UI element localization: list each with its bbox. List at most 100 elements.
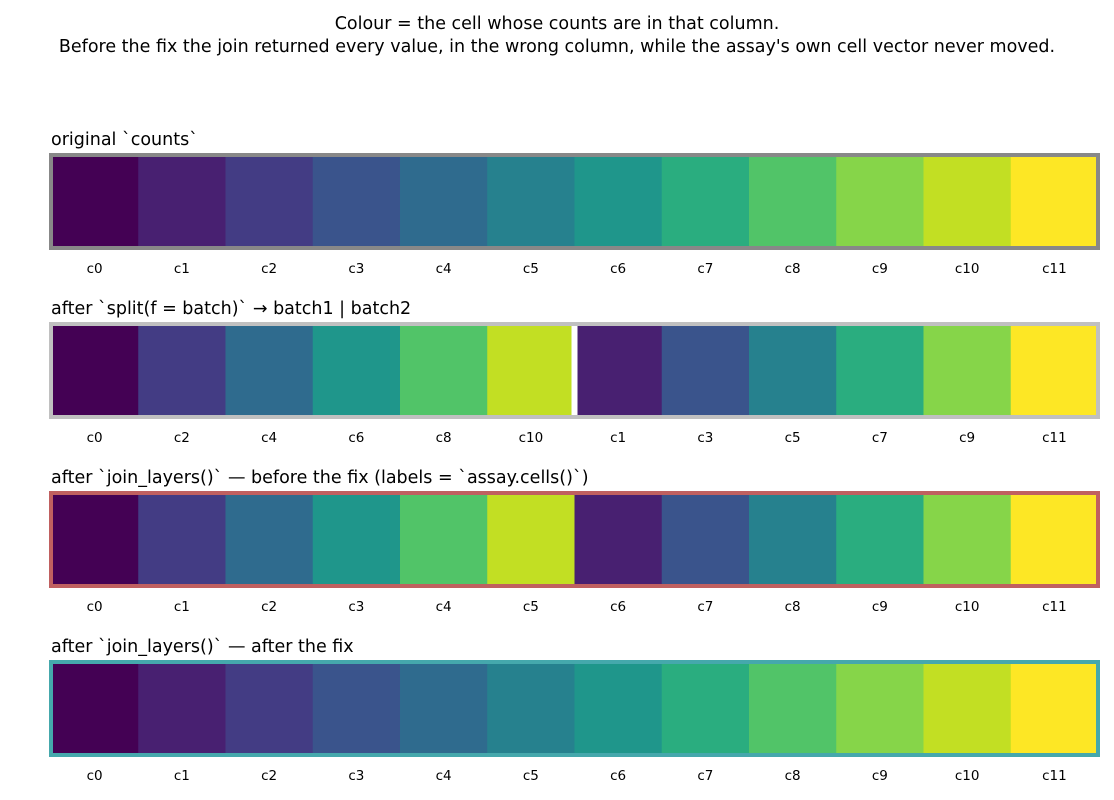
heatmap-strip [49, 322, 1100, 419]
x-tick-labels: c0 c2 c4 c6 c8 c10 c1 c3 c5 c7 c9 c11 [51, 429, 1098, 447]
x-tick-label: c10 [954, 768, 980, 784]
x-tick-label: c4 [435, 599, 452, 615]
panel-title: original `counts` [51, 130, 198, 150]
heatmap-cell-c7 [661, 662, 750, 755]
panel-title: after `join_layers()` — before the fix (… [51, 468, 589, 488]
heatmap-cell-c6 [312, 324, 401, 417]
x-tick-label: c5 [522, 768, 539, 784]
panel-border [49, 322, 1100, 419]
heatmap-cell-c8 [749, 155, 837, 248]
x-tick-label: c6 [348, 430, 365, 446]
x-tick-label: c6 [610, 261, 627, 277]
heatmap-cell-c3 [312, 155, 401, 248]
x-tick-label: c5 [784, 430, 801, 446]
heatmap-cell-c2 [225, 155, 314, 248]
heatmap-cell-c7 [836, 324, 925, 417]
heatmap-svg [49, 491, 1100, 588]
heatmap-cell-c4 [400, 155, 488, 248]
x-tick-label: c8 [784, 261, 801, 277]
heatmap-cell-c5 [749, 324, 837, 417]
heatmap-cell-c6 [574, 155, 663, 248]
heatmap-cell-c1 [574, 493, 663, 586]
heatmap-strip [49, 153, 1100, 250]
x-tick-label: c3 [348, 261, 365, 277]
x-tick-label: c7 [697, 261, 714, 277]
x-tick-labels: c0 c1 c2 c3 c4 c5 c6 c7 c8 c9 c10 c11 [51, 598, 1098, 616]
heatmap-cell-c2 [138, 324, 227, 417]
heatmap-cell-c11 [1010, 155, 1099, 248]
heatmap-strip [49, 491, 1100, 588]
x-tick-label: c2 [173, 430, 190, 446]
heatmap-cell-c3 [661, 493, 750, 586]
x-tick-label: c1 [173, 261, 190, 277]
x-tick-labels: c0 c1 c2 c3 c4 c5 c6 c7 c8 c9 c10 c11 [51, 767, 1098, 785]
x-tick-label: c1 [173, 599, 190, 615]
heatmap-cell-c3 [312, 662, 401, 755]
heatmap-cell-c8 [400, 324, 488, 417]
heatmap-cell-c9 [923, 324, 1012, 417]
panel-title: after `split(f = batch)` → batch1 | batc… [51, 299, 412, 319]
heatmap-cell-c4 [225, 324, 314, 417]
heatmap-cell-c2 [225, 662, 314, 755]
heatmap-cell-c5 [749, 493, 837, 586]
panel-border [49, 153, 1100, 250]
x-tick-label: c11 [1042, 430, 1067, 446]
x-tick-label: c2 [261, 768, 278, 784]
x-tick-labels: c0 c1 c2 c3 c4 c5 c6 c7 c8 c9 c10 c11 [51, 260, 1098, 278]
heatmap-cell-c4 [225, 493, 314, 586]
x-tick-label: c11 [1042, 768, 1067, 784]
x-tick-label: c5 [522, 599, 539, 615]
heatmap-cell-c9 [836, 155, 925, 248]
heatmap-cell-c1 [138, 662, 227, 755]
heatmap-cell-c6 [574, 662, 663, 755]
x-tick-label: c9 [871, 768, 888, 784]
heatmap-cell-c4 [400, 662, 488, 755]
x-tick-label: c6 [610, 599, 627, 615]
heatmap-cell-c0 [51, 662, 139, 755]
x-tick-label: c4 [435, 261, 452, 277]
x-tick-label: c0 [86, 261, 103, 277]
x-tick-label: c3 [697, 430, 714, 446]
x-tick-label: c11 [1042, 261, 1067, 277]
x-tick-label: c10 [518, 430, 544, 446]
x-tick-label: c11 [1042, 599, 1067, 615]
panel-title: after `join_layers()` — after the fix [51, 637, 354, 657]
x-tick-label: c0 [86, 768, 103, 784]
x-tick-label: c9 [871, 599, 888, 615]
x-tick-label: c3 [348, 599, 365, 615]
x-tick-label: c2 [261, 599, 278, 615]
heatmap-cell-c0 [51, 155, 139, 248]
panel-border [49, 491, 1100, 588]
x-tick-label: c7 [697, 768, 714, 784]
x-tick-label: c8 [784, 599, 801, 615]
x-tick-label: c10 [954, 599, 980, 615]
x-tick-label: c0 [86, 599, 103, 615]
heatmap-cell-c5 [487, 662, 576, 755]
heatmap-cell-c7 [661, 155, 750, 248]
heatmap-cell-c9 [836, 662, 925, 755]
heatmap-cell-c2 [138, 493, 227, 586]
heatmap-strip [49, 660, 1100, 757]
x-tick-label: c0 [86, 430, 103, 446]
x-tick-label: c8 [784, 768, 801, 784]
panel-border [49, 660, 1100, 757]
heatmap-cell-c11 [1010, 662, 1099, 755]
heatmap-cell-c0 [51, 493, 139, 586]
heatmap-cell-c5 [487, 155, 576, 248]
x-tick-label: c10 [954, 261, 980, 277]
x-tick-label: c7 [871, 430, 888, 446]
x-tick-label: c9 [871, 261, 888, 277]
heatmap-cell-c8 [749, 662, 837, 755]
heatmap-cell-c7 [836, 493, 925, 586]
heatmap-cell-c1 [574, 324, 663, 417]
heatmap-cell-c10 [487, 493, 576, 586]
heatmap-svg [49, 660, 1100, 757]
heatmap-cell-c3 [661, 324, 750, 417]
x-tick-label: c3 [348, 768, 365, 784]
x-tick-label: c4 [435, 768, 452, 784]
figure-title-line-1: Colour = the cell whose counts are in th… [334, 14, 780, 34]
heatmap-cell-c10 [487, 324, 576, 417]
x-tick-label: c6 [610, 768, 627, 784]
heatmap-cell-c8 [400, 493, 488, 586]
heatmap-cell-c0 [51, 324, 139, 417]
